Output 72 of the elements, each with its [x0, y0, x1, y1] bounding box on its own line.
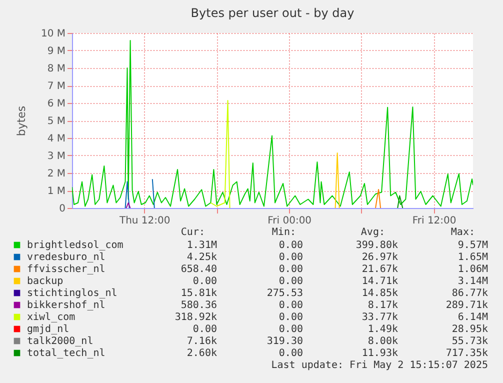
y-axis-title: bytes: [14, 106, 28, 136]
text: 26.97k: [362, 252, 398, 263]
text: 289.71k: [446, 300, 488, 311]
text: 1.31M: [186, 240, 217, 251]
text: 1.49k: [368, 324, 398, 335]
y-tick-label: 7 M: [47, 81, 66, 92]
text: 6.14M: [458, 312, 488, 323]
text: 1.06M: [458, 264, 488, 275]
legend-label: talk2000_nl: [27, 336, 94, 347]
y-tick-label: 10 M: [40, 28, 66, 40]
y-tick-label: 8 M: [47, 64, 66, 74]
y-tick-label: 2 M: [47, 168, 66, 180]
y-tick-label: 5 M: [47, 116, 66, 127]
text: 11.93k: [362, 348, 398, 359]
text: 8.17k: [368, 300, 398, 311]
chart-title: Bytes per user out - by day: [190, 6, 354, 20]
y-tick-label: 1 M: [47, 186, 66, 197]
legend-label: backup: [27, 276, 64, 287]
text: 0.00: [278, 300, 303, 311]
x-tick-label: Fri 00:00: [268, 216, 312, 226]
text: 0.00: [278, 348, 303, 359]
text: 33.77k: [362, 312, 398, 323]
text: 14.71k: [362, 276, 398, 287]
y-tick-label: 0: [59, 204, 66, 214]
legend-label: xiwl_com: [27, 312, 76, 323]
text: 275.53: [266, 288, 303, 299]
y-tick-label: 4 M: [47, 134, 66, 144]
text: 15.81k: [180, 288, 217, 299]
text: 0.00: [278, 264, 303, 275]
legend-label: gmjd_nl: [27, 324, 70, 335]
x-tick-label: Fri 12:00: [412, 216, 456, 226]
text: 580.36: [180, 300, 217, 311]
text: 1.65M: [458, 252, 488, 263]
text: 86.77k: [452, 288, 488, 299]
text: Last update: Fri May 2 15:15:07 2025: [271, 360, 488, 371]
text: 0.00: [278, 324, 303, 335]
y-tick-label: 3 M: [47, 151, 66, 162]
legend-label: stichtinglos_nl: [27, 288, 118, 299]
text: Avg:: [360, 227, 385, 238]
legend-label: ffvisscher_nl: [27, 264, 106, 275]
text: 319.30: [266, 336, 303, 347]
text: 2.60k: [186, 348, 217, 359]
text: 55.73k: [452, 336, 488, 347]
y-tick-label: 9 M: [47, 46, 66, 57]
text: 717.35k: [446, 348, 488, 359]
legend-label: total_tech_nl: [27, 348, 106, 359]
text: 9.57M: [458, 240, 488, 251]
text: 14.85k: [362, 288, 398, 299]
text: 7.16k: [186, 336, 217, 347]
text: 0.00: [278, 240, 303, 251]
text: 399.80k: [356, 240, 398, 251]
text: 318.92k: [174, 312, 217, 323]
x-tick-label: Thu 12:00: [118, 216, 170, 226]
text: 4.25k: [186, 252, 217, 263]
legend-label: bikkershof_nl: [27, 300, 106, 311]
text: 0.00: [278, 252, 303, 263]
text: 0.00: [192, 324, 217, 335]
text: 0.00: [278, 276, 303, 287]
text: 21.67k: [362, 264, 398, 275]
legend-label: vredesburo_nl: [27, 252, 106, 263]
text: Cur:: [180, 227, 205, 238]
text: 0.00: [278, 312, 303, 323]
text: 0.00: [192, 276, 217, 287]
text: 8.00k: [368, 336, 398, 347]
text: 658.40: [180, 264, 217, 275]
text: Max:: [450, 227, 475, 238]
text: 3.14M: [458, 276, 488, 287]
text: Min:: [272, 227, 296, 238]
y-tick-label: 6 M: [47, 98, 66, 110]
line-series: [210, 100, 230, 208]
legend-label: brightledsol_com: [27, 240, 124, 251]
text: 28.95k: [452, 324, 488, 335]
